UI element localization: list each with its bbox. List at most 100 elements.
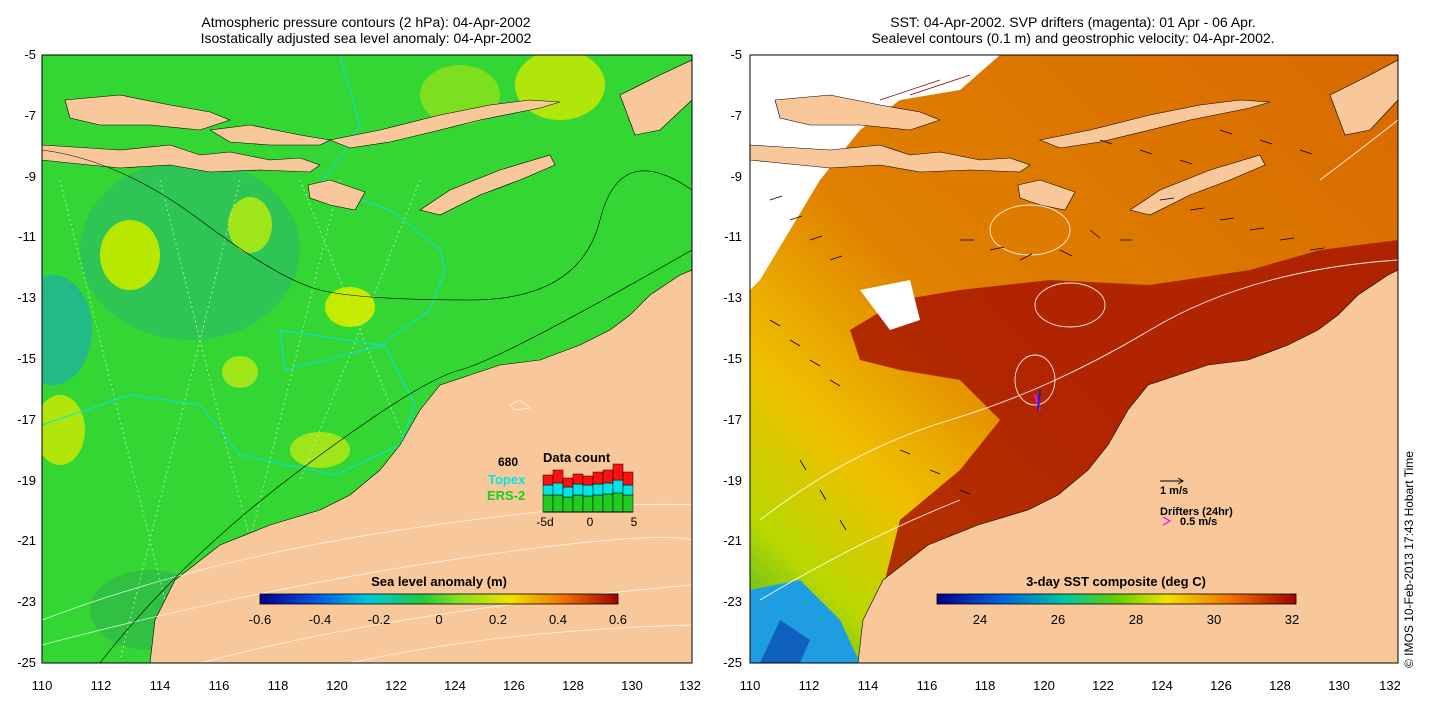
colorbar-tick: 0 <box>435 612 442 627</box>
colorbar-tick: 30 <box>1207 612 1221 627</box>
y-tick-label: -15 <box>17 351 36 366</box>
left-title: Atmospheric pressure contours (2 hPa): 0… <box>40 14 692 46</box>
x-tick-label: 132 <box>679 678 701 693</box>
y-tick-label: -25 <box>723 655 742 670</box>
colorbar-tick: 0.6 <box>609 612 627 627</box>
x-tick-label: 120 <box>1033 678 1055 693</box>
island <box>42 144 321 173</box>
colorbar-title: 3-day SST composite (deg C) <box>1026 574 1206 589</box>
left-y-axis: -5 -7 -9 -11 -13 -15 -17 -19 -21 -23 -25 <box>17 47 36 670</box>
sla-colorbar: Sea level anomaly (m) -0.6 -0.4 -0.2 0 0… <box>249 574 627 627</box>
x-tick-label: 128 <box>1269 678 1291 693</box>
colorbar-tick: -0.2 <box>368 612 390 627</box>
dc-tick: -5d <box>536 515 553 529</box>
x-tick-label: 128 <box>562 678 584 693</box>
y-tick-label: -5 <box>730 47 742 62</box>
island <box>1017 179 1076 211</box>
sst-colorbar: 3-day SST composite (deg C) 24 26 28 30 … <box>936 574 1299 627</box>
data-count-bars <box>542 463 634 513</box>
right-x-axis: 110 112 114 116 118 120 122 124 126 128 … <box>740 678 1400 693</box>
x-tick-label: 122 <box>1092 678 1114 693</box>
island <box>209 124 331 146</box>
colorbar-tick: -0.4 <box>309 612 331 627</box>
y-tick-label: -23 <box>17 594 36 609</box>
x-tick-label: 116 <box>917 678 938 693</box>
sla-blob <box>290 432 350 468</box>
x-tick-label: 130 <box>621 678 643 693</box>
x-tick-label: 126 <box>503 678 525 693</box>
left-x-axis: 110 112 114 116 118 120 122 124 126 128 … <box>32 678 701 693</box>
x-tick-label: 118 <box>975 678 996 693</box>
data-count-legend: 680 Topex ERS-2 Data count -5d 0 5 <box>487 450 638 529</box>
y-tick-label: -19 <box>17 473 36 488</box>
y-tick-label: -13 <box>723 290 742 305</box>
drifters-label: Drifters (24hr) <box>1160 506 1233 518</box>
island <box>419 154 556 216</box>
x-tick-label: 118 <box>268 678 289 693</box>
data-count-title: Data count <box>543 450 611 465</box>
credit-text: © IMOS 10-Feb-2013 17:43 Hobart Time <box>1402 451 1416 668</box>
y-tick-label: -5 <box>24 47 36 62</box>
x-tick-label: 124 <box>444 678 466 693</box>
x-tick-label: 122 <box>385 678 407 693</box>
colorbar-tick: 0.2 <box>489 612 507 627</box>
count-value: 680 <box>498 455 518 469</box>
velocity-legend: 1 m/s Drifters (24hr) 0.5 m/s <box>1160 477 1233 528</box>
y-tick-label: -7 <box>24 108 36 123</box>
y-tick-label: -13 <box>17 290 36 305</box>
y-tick-label: -11 <box>18 229 36 244</box>
x-tick-label: 114 <box>858 678 879 693</box>
y-tick-label: -25 <box>17 655 36 670</box>
sla-blob <box>325 287 375 327</box>
right-map: 110 112 114 116 118 120 122 124 126 128 … <box>723 47 1400 693</box>
island <box>1129 154 1266 216</box>
y-tick-label: -21 <box>17 533 36 548</box>
right-title-line1: SST: 04-Apr-2002. SVP drifters (magenta)… <box>890 14 1256 30</box>
x-tick-label: 132 <box>1379 678 1400 693</box>
island <box>1038 99 1271 149</box>
topex-label: Topex <box>488 472 526 487</box>
y-tick-label: -19 <box>723 473 742 488</box>
x-tick-label: 130 <box>1328 678 1350 693</box>
island <box>64 94 231 131</box>
colorbar-tick: 28 <box>1129 612 1143 627</box>
right-title: SST: 04-Apr-2002. SVP drifters (magenta)… <box>748 14 1398 46</box>
y-tick-label: -17 <box>17 412 36 427</box>
y-tick-label: -9 <box>730 169 742 184</box>
x-tick-label: 116 <box>209 678 230 693</box>
australia-landmass <box>857 269 1398 663</box>
colorbar-tick: 26 <box>1051 612 1065 627</box>
velocity-scale-label: 1 m/s <box>1160 485 1188 497</box>
y-tick-label: -7 <box>730 108 742 123</box>
x-tick-label: 112 <box>91 678 112 693</box>
x-tick-label: 112 <box>799 678 820 693</box>
x-tick-label: 114 <box>150 678 171 693</box>
island <box>328 99 561 149</box>
dc-tick: 0 <box>587 515 594 529</box>
island <box>307 179 366 211</box>
sla-blob <box>42 275 92 385</box>
ers2-label: ERS-2 <box>487 488 525 503</box>
colorbar-tick: -0.6 <box>249 612 271 627</box>
colorbar-title: Sea level anomaly (m) <box>371 574 507 589</box>
right-y-axis: -5 -7 -9 -11 -13 -15 -17 -19 -21 -23 -25 <box>723 47 742 670</box>
velocity-field <box>769 74 1325 531</box>
x-tick-label: 110 <box>32 678 53 693</box>
x-tick-label: 110 <box>740 678 761 693</box>
y-tick-label: -11 <box>724 229 742 244</box>
sla-blob <box>100 220 160 290</box>
y-tick-label: -9 <box>24 169 36 184</box>
drifter-scale-label: 0.5 m/s <box>1180 516 1217 528</box>
sla-blob <box>42 395 85 465</box>
x-tick-label: 120 <box>326 678 348 693</box>
sla-blob <box>228 197 272 253</box>
right-title-line2: Sealevel contours (0.1 m) and geostrophi… <box>871 30 1275 46</box>
y-tick-label: -15 <box>723 351 742 366</box>
x-tick-label: 126 <box>1210 678 1232 693</box>
island <box>774 94 941 131</box>
island <box>750 144 1031 173</box>
sla-blob <box>222 356 258 388</box>
colorbar-tick: 24 <box>973 612 987 627</box>
colorbar-tick: 32 <box>1285 612 1299 627</box>
island <box>1329 59 1398 136</box>
